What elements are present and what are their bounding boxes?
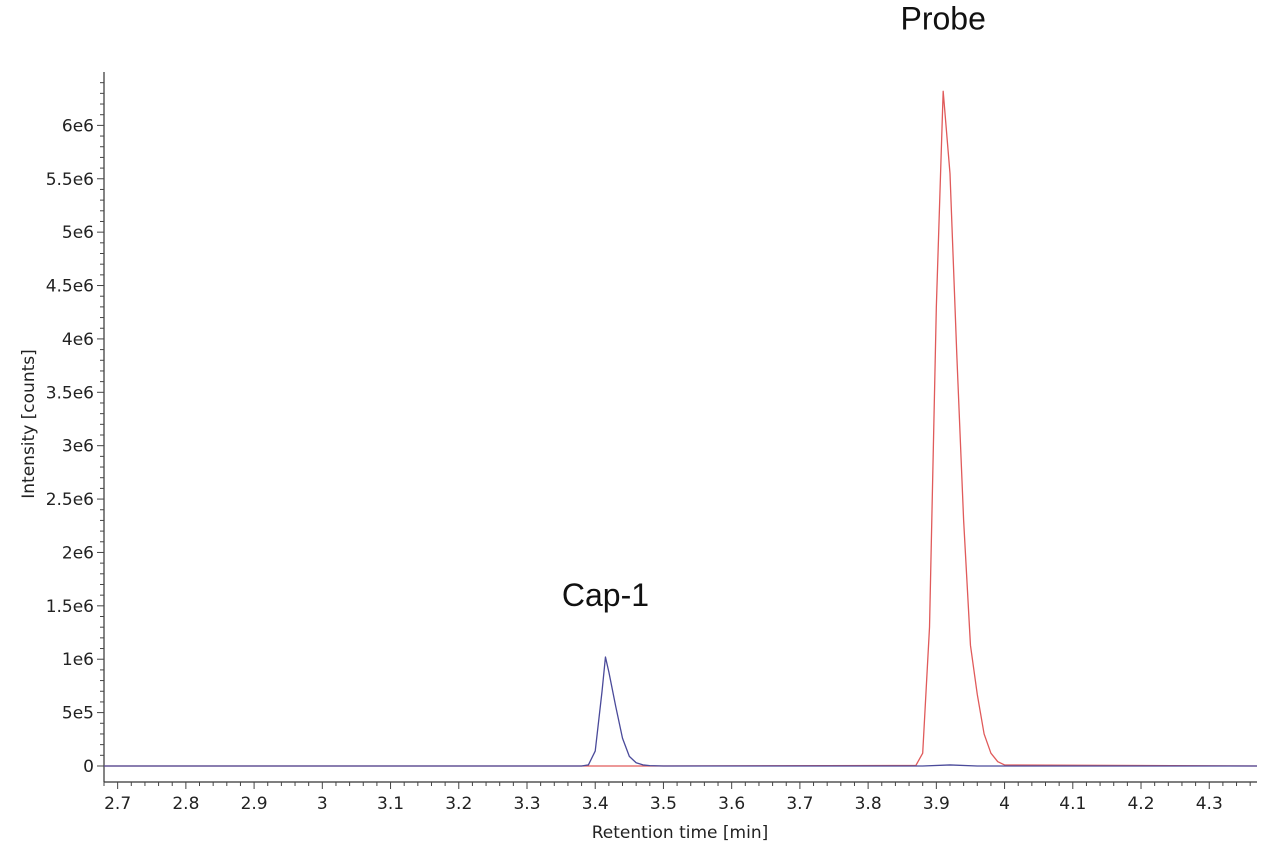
axes (103, 72, 1257, 783)
x-tick-label: 3.8 (855, 794, 882, 814)
y-tick-label: 4e6 (62, 330, 94, 350)
x-tick-label: 3.7 (786, 794, 813, 814)
x-tick-label: 3.2 (445, 794, 472, 814)
y-tick-label: 4.5e6 (46, 277, 94, 297)
y-tick-label: 2.5e6 (46, 490, 94, 510)
y-tick-label: 6e6 (62, 116, 94, 136)
series-line-2 (104, 656, 1257, 767)
x-tick-label: 3.4 (582, 794, 609, 814)
series-lines (104, 90, 1258, 767)
x-axis-label: Retention time [min] (592, 823, 769, 843)
peak-annotation: Cap-1 (562, 577, 649, 613)
x-tick-label: 3.6 (718, 794, 745, 814)
x-tick-label: 2.9 (241, 794, 268, 814)
annotations: Cap-1 Probe (562, 0, 986, 613)
x-tick-label: 4 (999, 794, 1010, 814)
x-tick-label: 2.7 (104, 794, 131, 814)
y-tick-label: 5e5 (62, 704, 94, 724)
x-tick-label: 4.3 (1196, 794, 1223, 814)
y-tick-label: 5e6 (62, 223, 94, 243)
y-tick-label: 3.5e6 (46, 383, 94, 403)
x-tick-label: 4.1 (1059, 794, 1086, 814)
x-tick-label: 3.3 (513, 794, 540, 814)
x-tick-label: 4.2 (1127, 794, 1154, 814)
x-tick-label: 3.9 (923, 794, 950, 814)
y-tick-label: 2e6 (62, 543, 94, 563)
tick-marks (97, 82, 1251, 789)
x-tick-label: 3.5 (650, 794, 677, 814)
x-tick-label: 3.1 (377, 794, 404, 814)
x-tick-label: 3 (317, 794, 328, 814)
y-tick-label: 1.5e6 (46, 597, 94, 617)
y-axis-label: Intensity [counts] (19, 349, 39, 498)
x-tick-label: 2.8 (172, 794, 199, 814)
y-tick-label: 0 (83, 757, 94, 777)
y-tick-label: 5.5e6 (46, 170, 94, 190)
y-tick-label: 1e6 (62, 650, 94, 670)
peak-annotation: Probe (900, 0, 985, 36)
y-tick-labels: 0 5e5 1e6 1.5e6 2e6 2.5e6 3e6 3.5e6 4e6 4.5e6 5e6 5… (46, 116, 94, 777)
y-tick-label: 3e6 (62, 437, 94, 457)
x-tick-labels: 2.7 2.8 2.9 3 3.1 3.2 3.3 3.4 3.5 3.6 3.7 3.8 3.9 4 4.… (104, 794, 1223, 814)
series-line-1 (104, 90, 1258, 767)
